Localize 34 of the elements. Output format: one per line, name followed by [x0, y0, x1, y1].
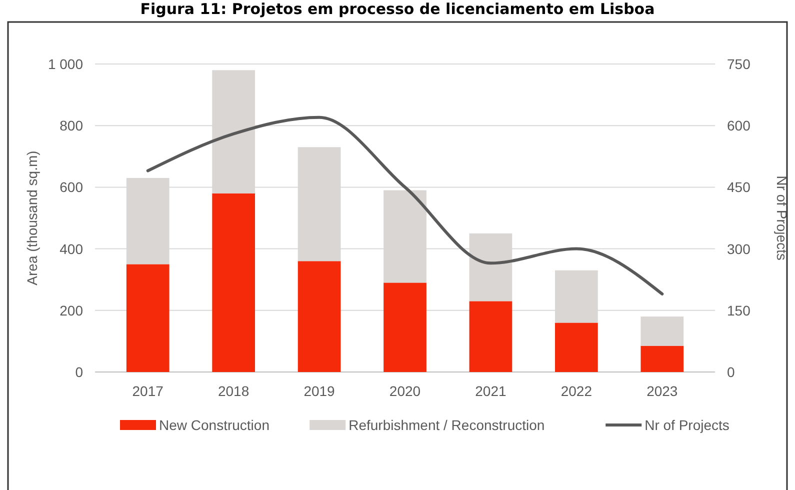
y-tick-label: 1 000: [48, 56, 84, 72]
y2-tick-label: 750: [727, 56, 751, 72]
bar: [469, 301, 512, 372]
bar: [640, 346, 684, 372]
legend-label: New Construction: [159, 417, 270, 433]
x-tick-label: 2020: [389, 383, 421, 399]
y-tick-label: 200: [60, 302, 84, 318]
legend-label: Nr of Projects: [644, 417, 730, 433]
bar: [126, 264, 170, 372]
chart-title: Figura 11: Projetos em processo de licenciamento em Lisboa: [140, 0, 655, 18]
x-tick-label: 2017: [132, 383, 164, 399]
y-tick-label: 0: [75, 364, 84, 380]
y-tick-label: 800: [60, 118, 84, 134]
y2-tick-label: 450: [727, 179, 751, 196]
y2-tick-label: 0: [727, 364, 735, 380]
y2-axis-title: Nr of Projects: [774, 176, 790, 260]
bar: [384, 282, 426, 372]
bar: [212, 193, 255, 372]
bar: [298, 261, 341, 372]
bar: [555, 322, 598, 372]
x-tick-label: 2019: [304, 383, 336, 399]
legend-label: Refurbishment / Reconstruction: [348, 417, 545, 433]
y2-tick-label: 600: [727, 118, 751, 134]
x-tick-label: 2023: [646, 383, 678, 399]
bar: [640, 316, 684, 346]
y2-tick-label: 300: [727, 240, 751, 257]
line-series: [146, 116, 664, 296]
y-tick-label: 600: [60, 179, 84, 196]
y2-tick-label: 150: [727, 302, 751, 318]
y-axis-title: Area (thousand sq.m): [24, 150, 40, 286]
y-tick-label: 400: [60, 240, 84, 257]
x-tick-label: 2021: [475, 383, 506, 399]
x-tick-label: 2018: [218, 383, 250, 399]
x-tick-label: 2022: [560, 383, 592, 399]
